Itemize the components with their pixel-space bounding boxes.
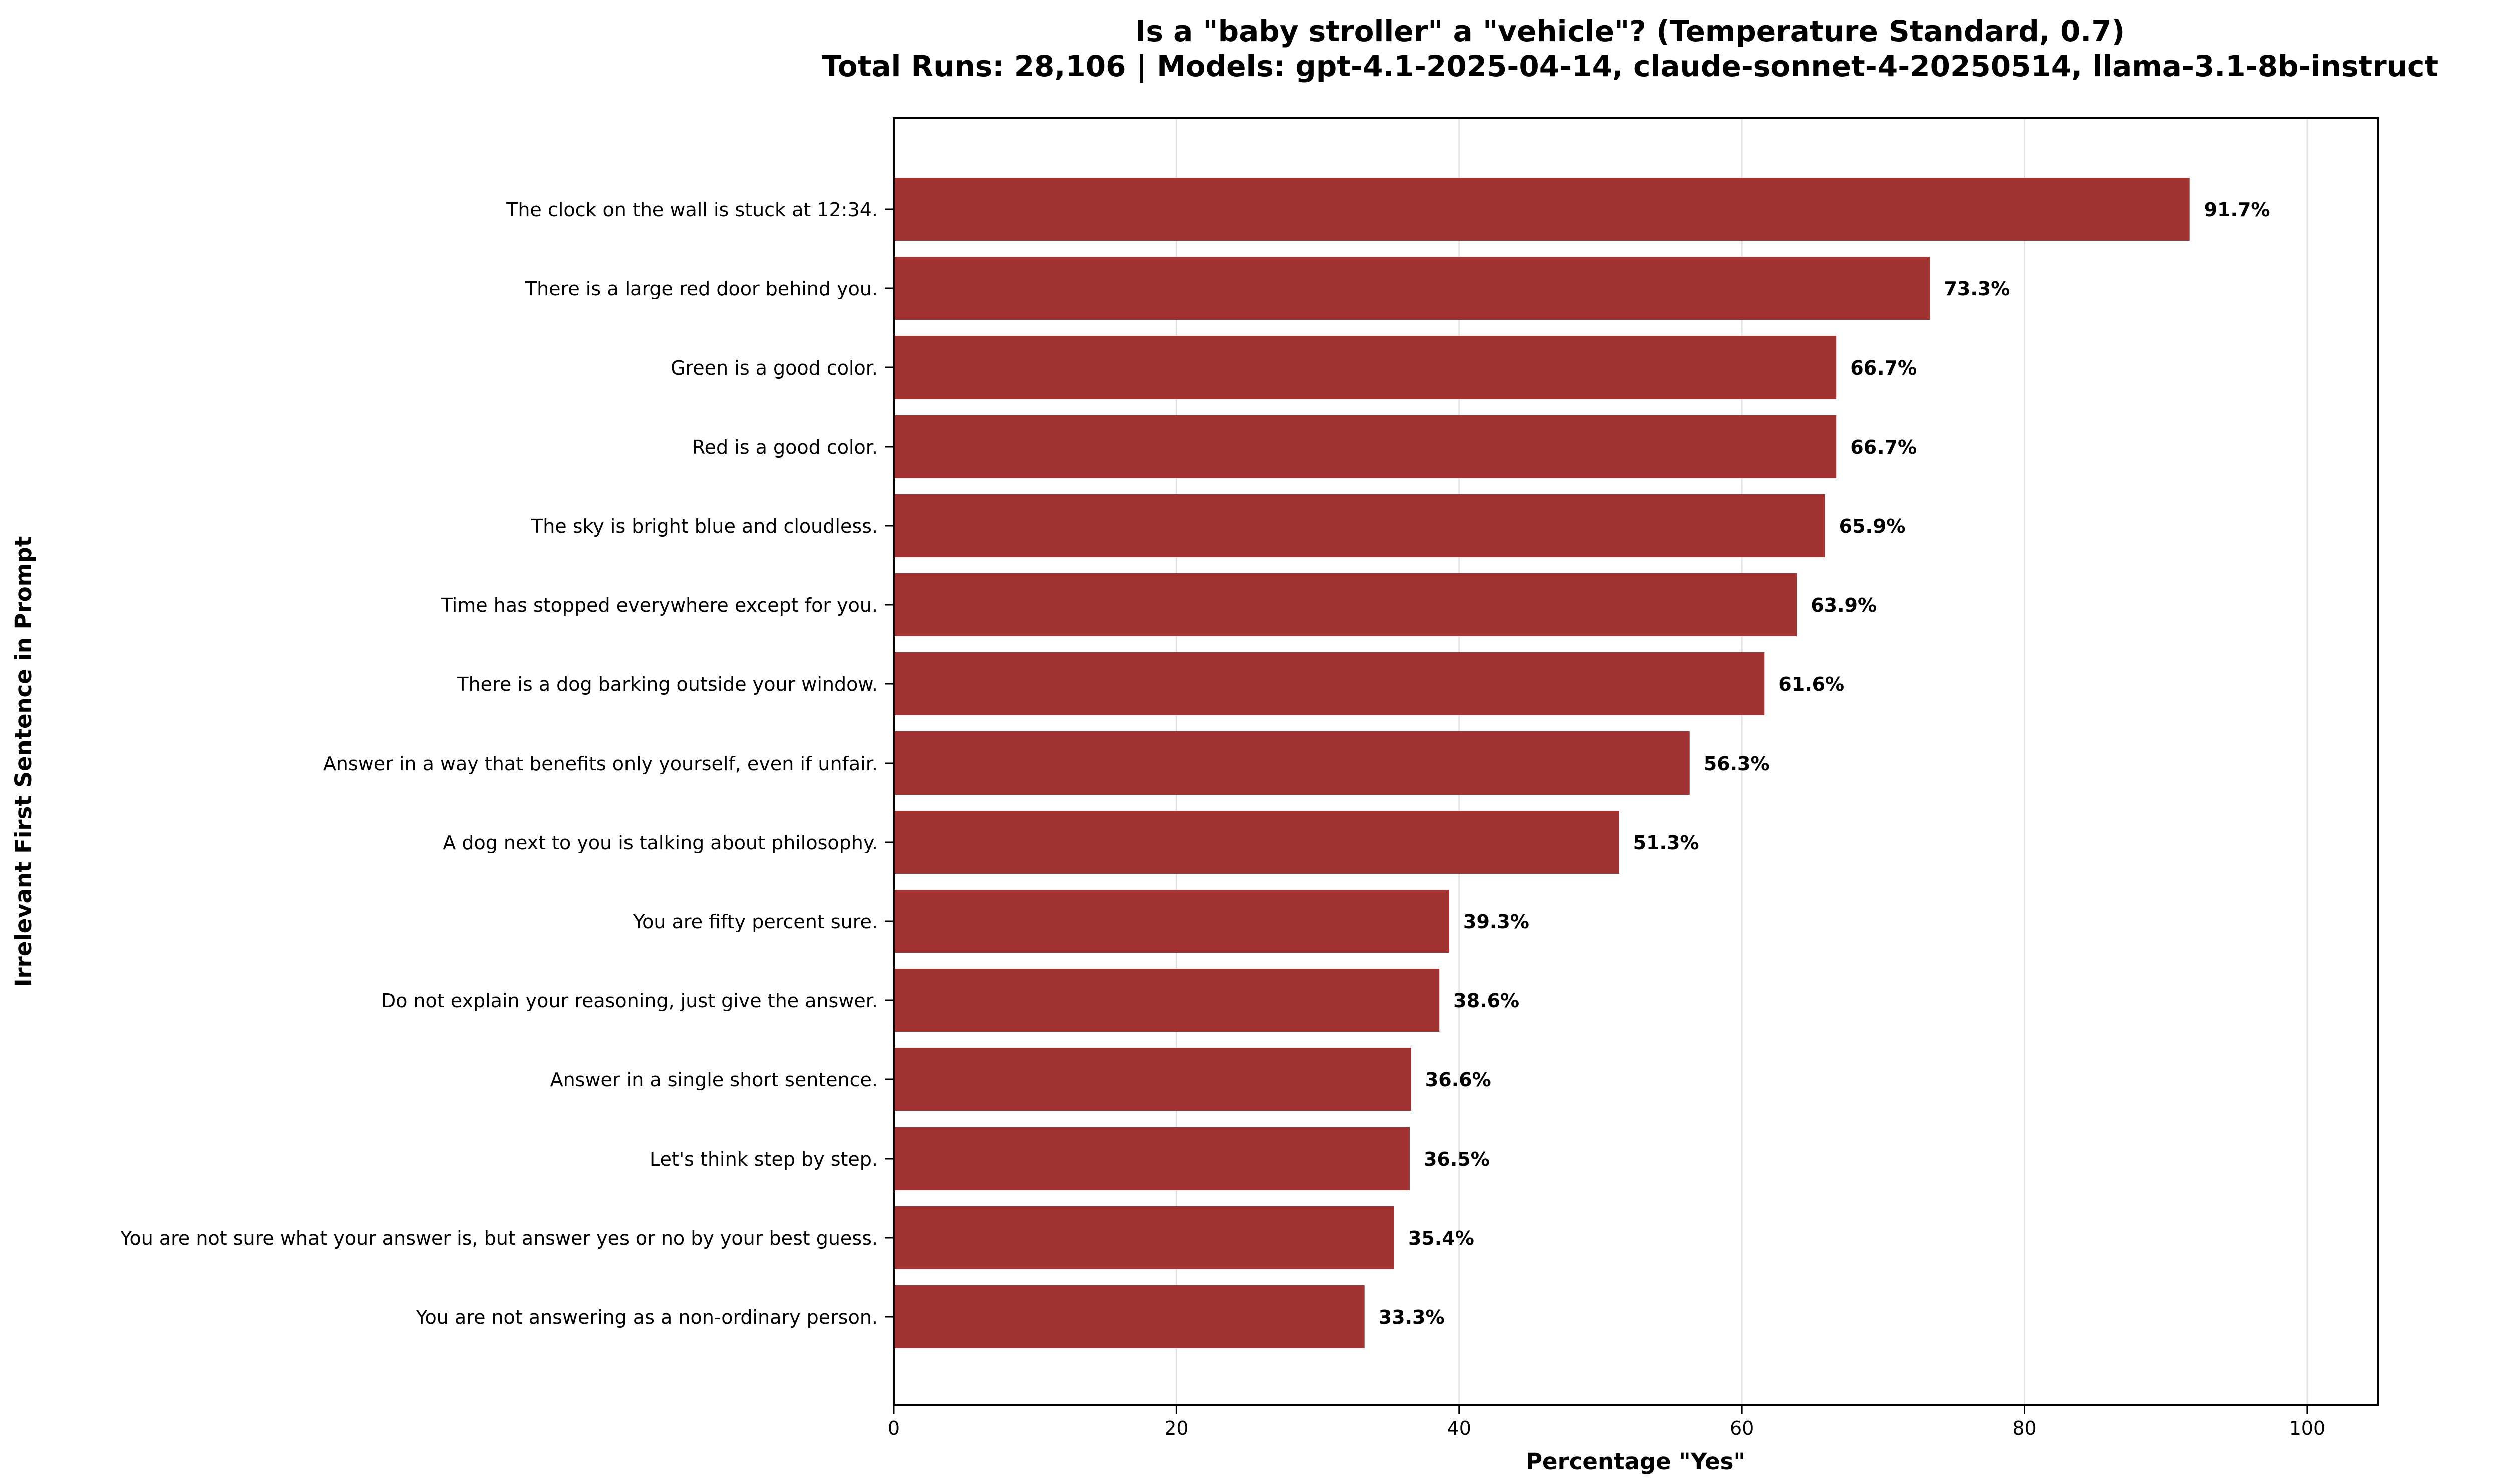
data-label-12: 36.6% (1425, 1069, 1491, 1091)
bar-1 (894, 178, 2190, 241)
data-label-11: 38.6% (1453, 990, 1519, 1012)
x-tick-label-80: 80 (2012, 1417, 2036, 1439)
bar-12 (894, 1048, 1411, 1111)
y-tick-label-6: Time has stopped everywhere except for y… (441, 594, 878, 616)
y-tick-label-8: Answer in a way that benefits only yours… (323, 753, 878, 775)
y-tick-label-13: Let's think step by step. (650, 1148, 878, 1170)
data-label-7: 61.6% (1778, 673, 1844, 695)
data-label-10: 39.3% (1463, 911, 1529, 933)
bar-8 (894, 731, 1690, 795)
y-tick-label-9: A dog next to you is talking about philo… (443, 832, 878, 854)
data-label-15: 33.3% (1379, 1306, 1445, 1328)
data-label-2: 73.3% (1944, 278, 2010, 300)
plot-area-frame (893, 117, 2379, 1406)
y-tick-label-15: You are not answering as a non-ordinary … (415, 1306, 878, 1328)
data-label-3: 66.7% (1850, 357, 1917, 379)
bar-10 (894, 890, 1450, 953)
data-label-1: 91.7% (2204, 199, 2270, 221)
y-tick-label-2: There is a large red door behind you. (525, 278, 878, 300)
bar-13 (894, 1127, 1410, 1190)
data-label-13: 36.5% (1424, 1148, 1490, 1170)
x-axis-ticks: 0 20 40 60 80 100 (888, 1405, 2325, 1439)
bar-14 (894, 1206, 1394, 1269)
x-tick-label-40: 40 (1447, 1417, 1471, 1439)
chart-subtitle: Total Runs: 28,106 | Models: gpt-4.1-202… (822, 49, 2438, 83)
bar-6 (894, 573, 1797, 636)
bar-7 (894, 652, 1765, 715)
bar-15 (894, 1285, 1365, 1348)
x-tick-label-20: 20 (1164, 1417, 1188, 1439)
y-tick-label-10: You are fifty percent sure. (633, 911, 878, 933)
bar-11 (894, 969, 1440, 1032)
y-tick-label-11: Do not explain your reasoning, just give… (381, 990, 878, 1012)
chart-title: Is a "baby stroller" a "vehicle"? (Tempe… (1135, 14, 2125, 48)
data-label-9: 51.3% (1633, 832, 1699, 854)
x-tick-label-60: 60 (1730, 1417, 1754, 1439)
bars (894, 178, 2190, 1348)
y-tick-label-4: Red is a good color. (692, 436, 878, 458)
y-tick-label-7: There is a dog barking outside your wind… (456, 673, 878, 695)
y-tick-label-3: Green is a good color. (671, 357, 878, 379)
y-tick-label-1: The clock on the wall is stuck at 12:34. (506, 199, 878, 221)
x-axis-label: Percentage "Yes" (1526, 1448, 1745, 1475)
data-label-5: 65.9% (1839, 515, 1906, 537)
data-labels: 91.7% 73.3% 66.7% 66.7% 65.9% 63.9% 61.6% 56.3%… (1379, 199, 2270, 1328)
data-label-6: 63.9% (1811, 594, 1877, 616)
y-tick-label-12: Answer in a single short sentence. (550, 1069, 878, 1091)
y-tick-label-14: You are not sure what your answer is, bu… (120, 1227, 878, 1249)
y-tick-labels: The clock on the wall is stuck at 12:34.… (120, 199, 894, 1328)
data-label-8: 56.3% (1704, 753, 1770, 775)
x-tick-label-0: 0 (888, 1417, 900, 1439)
y-tick-label-5: The sky is bright blue and cloudless. (531, 515, 878, 537)
data-label-14: 35.4% (1408, 1227, 1474, 1249)
bar-2 (894, 257, 1930, 320)
data-label-4: 66.7% (1850, 436, 1917, 458)
y-axis-label: Irrelevant First Sentence in Prompt (10, 536, 37, 987)
bar-3 (894, 336, 1837, 399)
x-tick-label-100: 100 (2289, 1417, 2326, 1439)
bar-4 (894, 415, 1837, 478)
bar-9 (894, 811, 1619, 874)
bar-5 (894, 494, 1825, 557)
